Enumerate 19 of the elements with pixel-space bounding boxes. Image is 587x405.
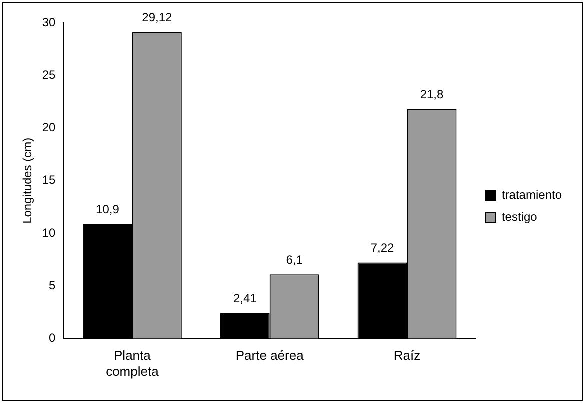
data-label: 2,41: [233, 292, 258, 306]
x-tick-label: Planta completa: [106, 348, 160, 379]
y-tick-label: 5: [49, 278, 56, 292]
x-tick-label: Raíz: [394, 348, 421, 364]
y-tick-label: 20: [42, 120, 56, 135]
x-tick-label: Parte aérea: [236, 348, 305, 364]
y-tick-label: 0: [49, 331, 56, 346]
y-axis-title: Longitudes (cm): [20, 138, 35, 224]
y-tick-label: 30: [42, 15, 56, 30]
data-label: 6,1: [286, 252, 304, 267]
data-label: 29,12: [142, 10, 173, 25]
y-tick-label: 10: [42, 226, 56, 240]
data-label: 21,8: [420, 88, 444, 102]
y-tick-label: 15: [42, 173, 56, 188]
legend-label: testigo: [502, 210, 538, 224]
legend-label: tratamiento: [502, 188, 562, 202]
data-label: 10,9: [96, 202, 120, 216]
data-label: 7,22: [370, 241, 395, 256]
y-tick-label: 25: [42, 68, 56, 82]
